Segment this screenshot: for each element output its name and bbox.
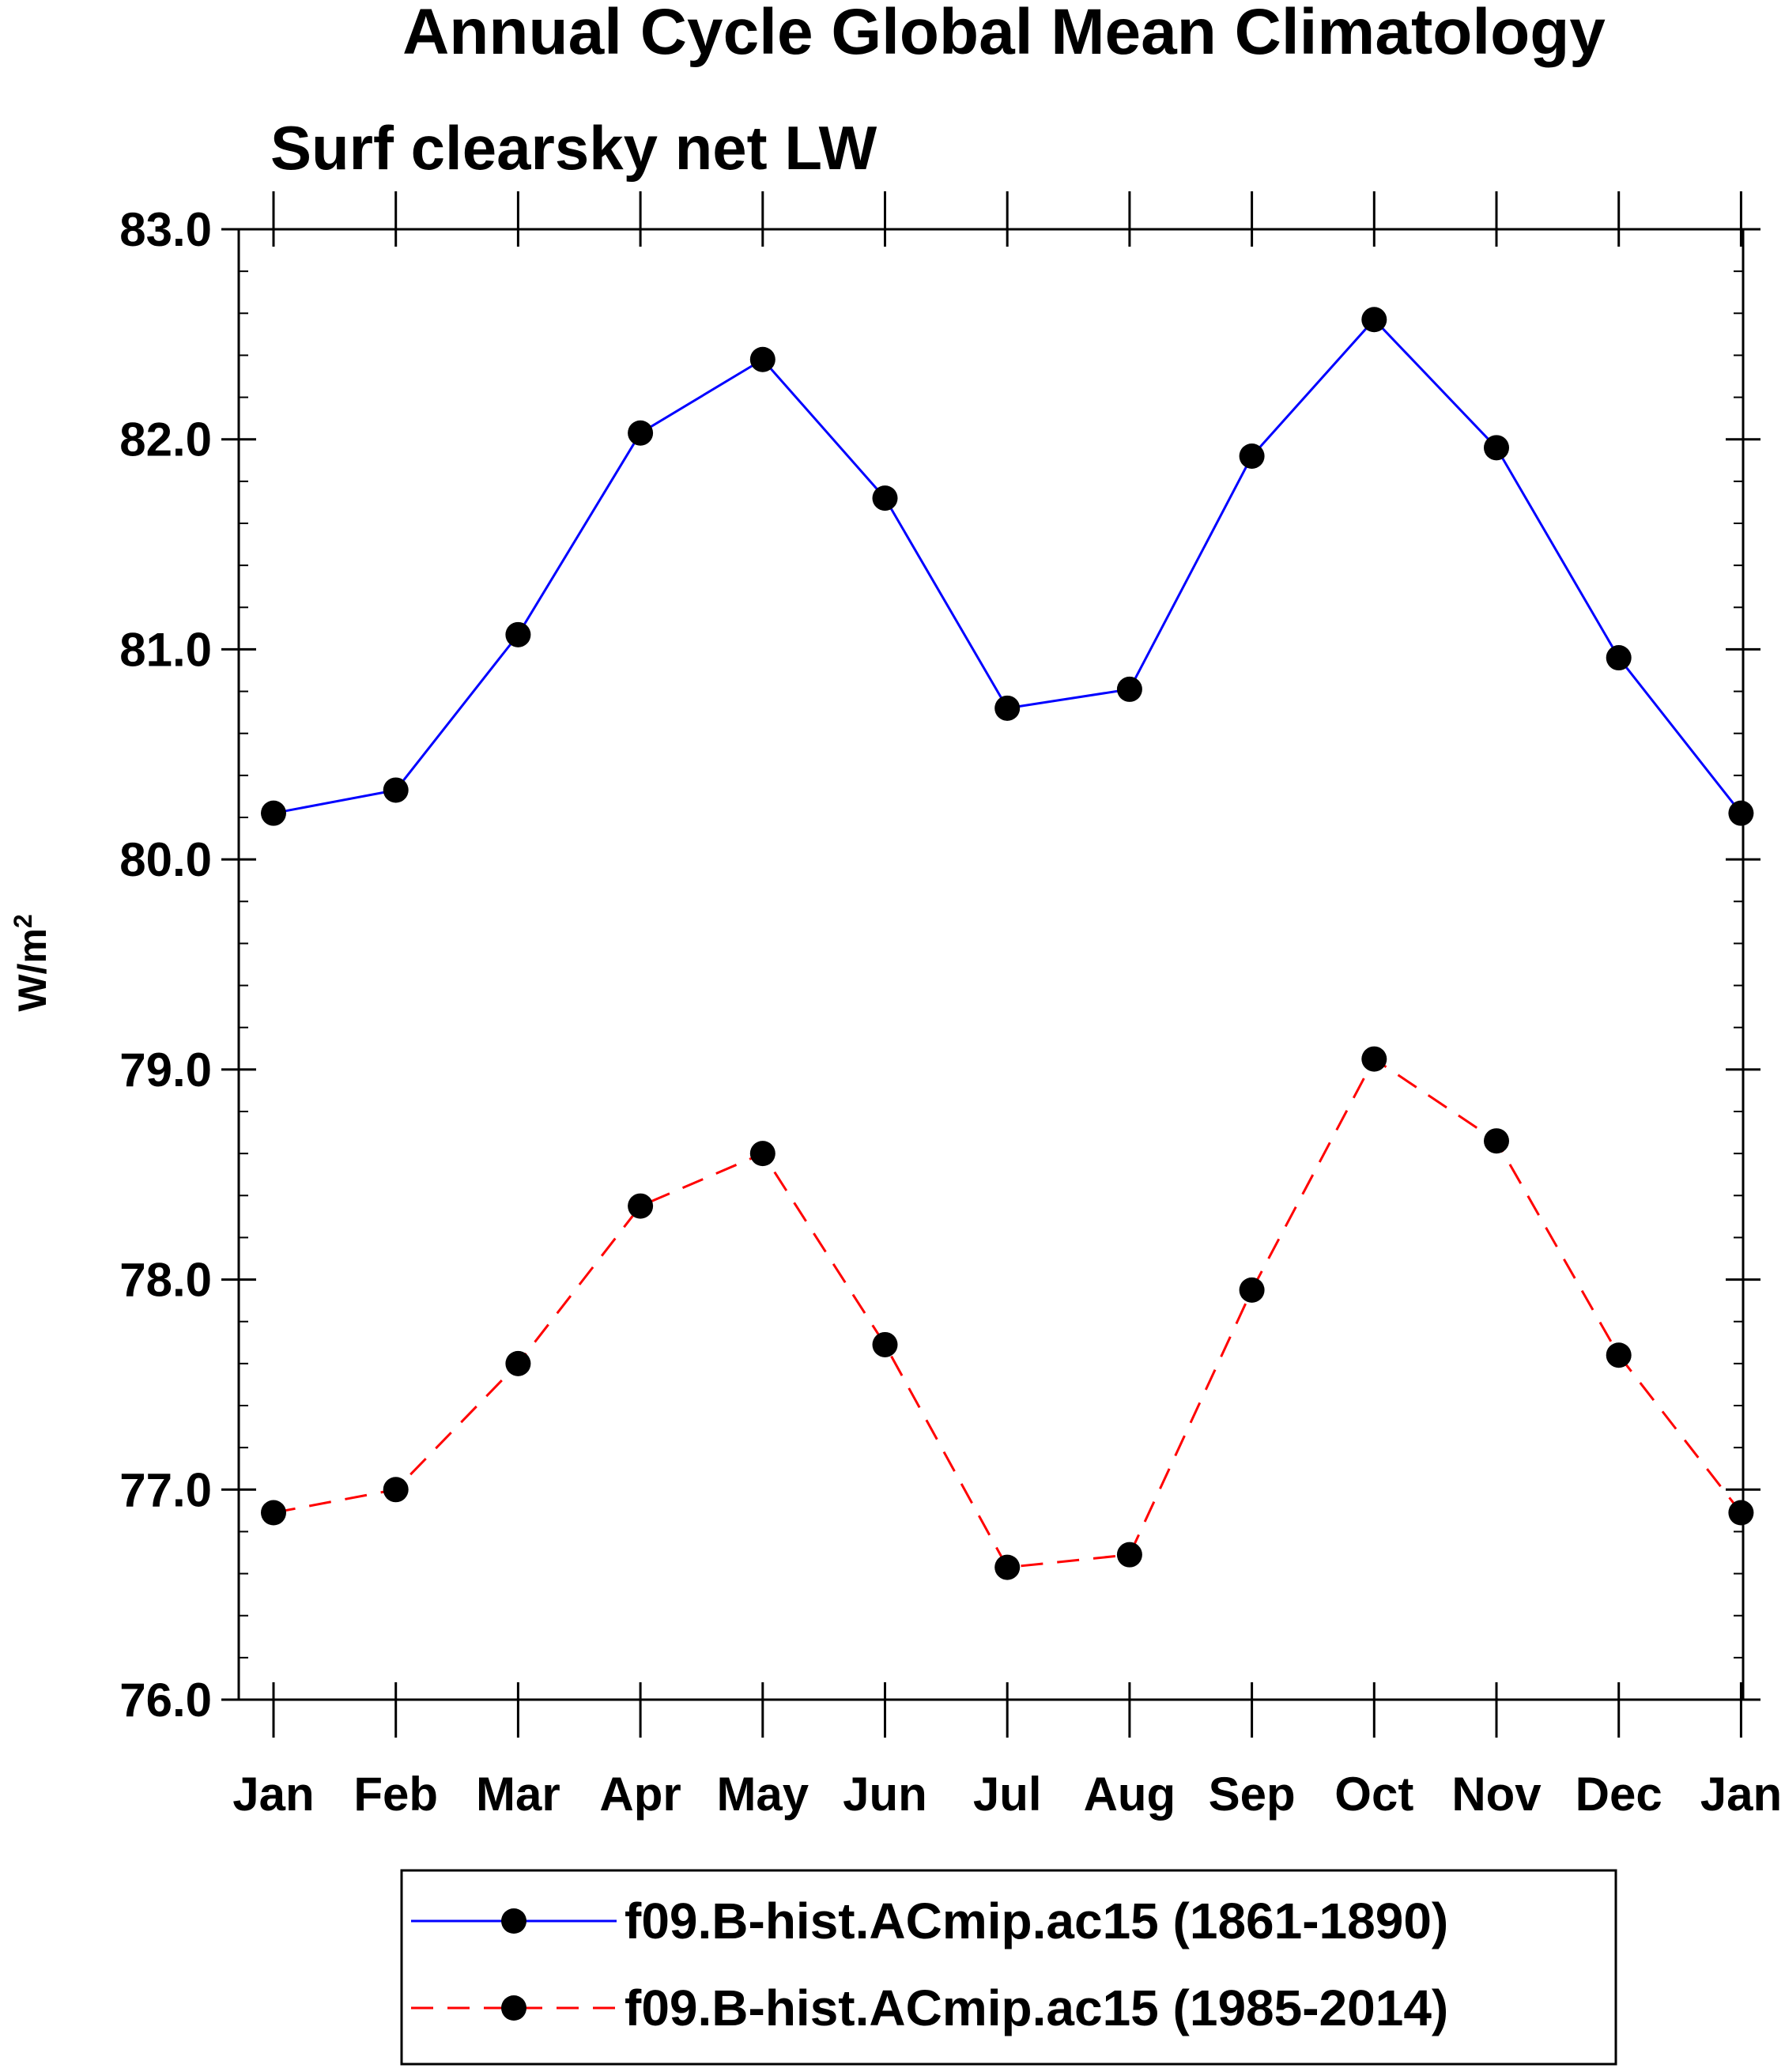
series-1-point [1361,307,1387,333]
x-tick-label: Apr [599,1768,681,1821]
y-tick-label: 82.0 [119,413,212,466]
legend-label-2: f09.B-hist.ACmip.ac15 (1985-2014) [625,1980,1448,2036]
y-tick-label: 79.0 [119,1044,212,1096]
plot-layer: 76.0 77.0 78.0 79.0 80.0 81.0 82.0 83.0 Jan Feb Ma… [119,191,1782,1821]
chart-subtitle: Surf clearsky net LW [270,113,877,183]
series-2-point [1728,1500,1754,1526]
y-axis-label-superscript: 2 [9,914,37,928]
series-1-point [505,621,531,647]
series-1-point [261,800,286,826]
x-tick-label: Mar [476,1768,560,1821]
y-axis-label-unit: W/m [10,928,55,1012]
legend-box [400,1869,1617,2066]
legend-marker-2 [501,1995,526,2021]
series-2-point [1606,1342,1632,1368]
legend-marker-1 [501,1908,526,1934]
x-tick-label: Oct [1334,1768,1413,1821]
y-tick-label: 80.0 [119,833,212,886]
series-line-1 [273,318,1742,815]
series-2-point [505,1350,531,1376]
x-tick-label: Jul [973,1768,1042,1821]
series-2-point [872,1331,898,1357]
legend-label-1: f09.B-hist.ACmip.ac15 (1861-1890) [625,1893,1448,1949]
series-1-point [628,420,654,446]
x-tick-label: Nov [1451,1768,1542,1821]
series-2-point [749,1141,776,1167]
series-1-point [1728,800,1754,826]
x-tick-label: Sep [1209,1768,1296,1821]
x-tick-label: Feb [353,1768,438,1821]
series-1-point [994,695,1021,721]
series-1-point [383,777,409,803]
y-tick-label: 83.0 [119,203,212,256]
series-line-2 [273,1057,1742,1569]
x-tick-label: Jun [843,1768,927,1821]
series-2-point [1239,1277,1265,1303]
y-tick-label: 77.0 [119,1463,212,1516]
series-2-point [1361,1046,1387,1072]
series-2-point [1484,1128,1509,1154]
y-tick-label: 76.0 [119,1674,212,1727]
y-tick-label: 81.0 [119,623,212,676]
x-tick-label: Jan [1700,1768,1782,1821]
x-tick-label: Dec [1576,1768,1662,1821]
series-2-point [994,1554,1021,1580]
series-2-point [1116,1542,1142,1568]
series-1-point [1606,645,1632,671]
y-tick-label: 78.0 [119,1254,212,1307]
series-2-point [261,1500,286,1526]
series-1-point [1116,676,1142,702]
x-tick-label: May [716,1768,809,1821]
x-tick-label: Aug [1084,1768,1176,1821]
series-1-point [1484,435,1509,461]
plot-frame [237,228,1745,1701]
y-axis-label: W/m2 [9,914,55,1011]
chart-title: Annual Cycle Global Mean Climatology [402,0,1606,68]
series-1-point [1239,443,1265,469]
series-1-point [872,485,898,511]
legend: f09.B-hist.ACmip.ac15 (1861-1890) f09.B-h… [400,1869,1617,2066]
series-2-point [383,1477,409,1503]
series-2-point [628,1193,654,1219]
series-1-point [749,346,776,372]
x-tick-label: Jan [232,1768,314,1821]
